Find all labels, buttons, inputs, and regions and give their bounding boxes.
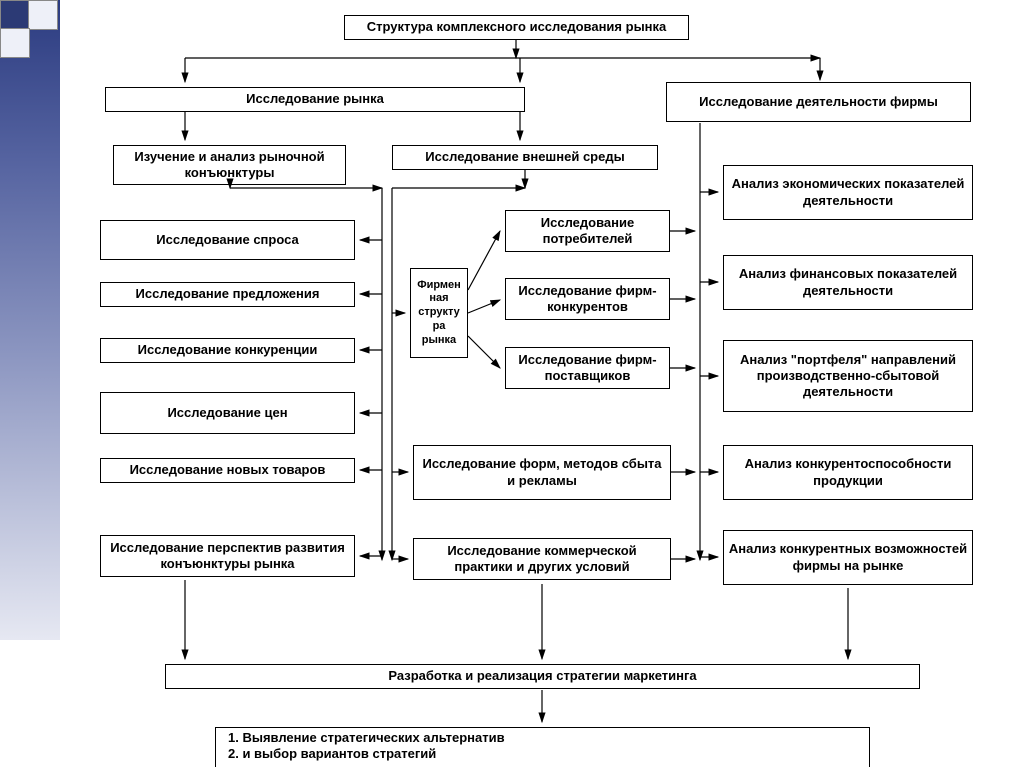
node-demand: Исследование спроса bbox=[100, 220, 355, 260]
node-economic: Анализ экономических показателей деятель… bbox=[723, 165, 973, 220]
node-product-competitiveness: Анализ конкурентоспособности продукции bbox=[723, 445, 973, 500]
side-gradient bbox=[0, 0, 60, 640]
node-prospects: Исследование перспектив развития конъюнк… bbox=[100, 535, 355, 577]
decor-square-light-1 bbox=[28, 0, 58, 30]
node-bottom-list: 1. Выявление стратегических альтернатив … bbox=[215, 727, 870, 767]
node-firm-competitiveness: Анализ конкурентных возможностей фирмы н… bbox=[723, 530, 973, 585]
node-portfolio: Анализ "портфеля" направлений производст… bbox=[723, 340, 973, 412]
node-consumers: Исследование потребителей bbox=[505, 210, 670, 252]
node-financial: Анализ финансовых показателей деятельнос… bbox=[723, 255, 973, 310]
node-environment: Исследование внешней среды bbox=[392, 145, 658, 170]
node-supply: Исследование предложения bbox=[100, 282, 355, 307]
node-prices: Исследование цен bbox=[100, 392, 355, 434]
root-title: Структура комплексного исследования рынк… bbox=[344, 15, 689, 40]
node-suppliers: Исследование фирм-поставщиков bbox=[505, 347, 670, 389]
node-competitors: Исследование фирм-конкурентов bbox=[505, 278, 670, 320]
node-firm-structure: Фирмен ная структу ра рынка bbox=[410, 268, 468, 358]
node-market-research: Исследование рынка bbox=[105, 87, 525, 112]
decor-square-dark bbox=[0, 0, 30, 30]
node-company-research: Исследование деятельности фирмы bbox=[666, 82, 971, 122]
bottom-list-line2: 2. и выбор вариантов стратегий bbox=[228, 746, 436, 762]
node-conjuncture: Изучение и анализ рыночной конъюнктуры bbox=[113, 145, 346, 185]
decor-square-light-2 bbox=[0, 28, 30, 58]
node-sales: Исследование форм, методов сбыта и рекла… bbox=[413, 445, 671, 500]
bottom-list-line1: 1. Выявление стратегических альтернатив bbox=[228, 730, 505, 746]
node-strategy: Разработка и реализация стратегии маркет… bbox=[165, 664, 920, 689]
node-competition: Исследование конкуренции bbox=[100, 338, 355, 363]
node-commercial: Исследование коммерческой практики и дру… bbox=[413, 538, 671, 580]
node-new-goods: Исследование новых товаров bbox=[100, 458, 355, 483]
